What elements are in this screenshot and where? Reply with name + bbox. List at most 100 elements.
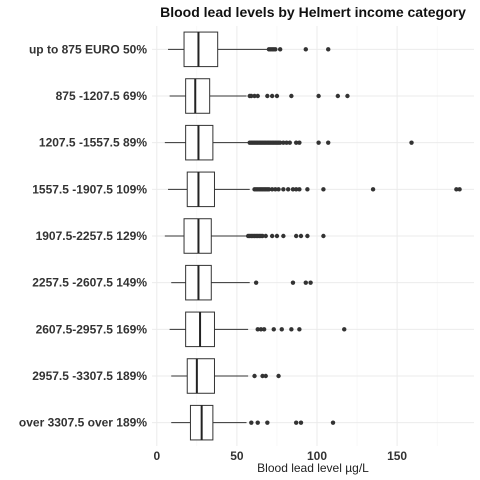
outlier-point <box>277 140 283 145</box>
outlier-point <box>252 93 257 99</box>
box-iqr <box>185 78 211 114</box>
outlier-point <box>274 93 280 99</box>
category-label: over 3307.5 over 189% <box>19 416 147 430</box>
outlier-point <box>271 327 276 332</box>
outlier-point <box>342 327 347 332</box>
outlier-point <box>265 420 270 425</box>
outlier-point <box>269 93 275 99</box>
outlier-point <box>263 233 268 239</box>
outlier-point <box>273 187 278 192</box>
outlier-point <box>249 420 254 425</box>
outlier-point <box>260 233 265 239</box>
outlier-point <box>290 280 296 285</box>
category-label: 1557.5 -1907.5 109% <box>32 182 147 196</box>
outlier-point <box>260 373 265 379</box>
outlier-point <box>293 140 299 145</box>
outlier-point <box>255 420 260 425</box>
outlier-point <box>370 187 376 192</box>
outlier-point <box>266 187 272 192</box>
outlier-point <box>274 233 280 239</box>
outlier-point <box>298 420 304 425</box>
box-group <box>169 311 347 348</box>
category-label: 1207.5 -1557.5 89% <box>39 136 147 150</box>
box-group <box>169 78 350 114</box>
outlier-point <box>457 187 462 192</box>
box-layer <box>164 31 462 441</box>
x-tick-label: 50 <box>230 449 244 463</box>
outlier-point <box>297 187 302 192</box>
outlier-point <box>321 187 326 192</box>
chart-title: Blood lead levels by Helmert income cate… <box>160 4 466 20</box>
outlier-point <box>279 327 284 332</box>
category-label: 2957.5 -3307.5 189% <box>32 369 147 383</box>
outlier-point <box>281 140 286 145</box>
box-group <box>171 404 336 441</box>
outlier-point <box>330 420 336 425</box>
outlier-point <box>345 93 350 99</box>
x-tick-label: 0 <box>153 449 160 463</box>
outlier-point <box>277 47 283 52</box>
outlier-point <box>308 280 313 285</box>
outlier-point <box>305 233 310 239</box>
outlier-point <box>316 93 321 99</box>
outlier-point <box>255 93 260 99</box>
outlier-point <box>293 187 299 192</box>
box-group <box>164 218 326 254</box>
outlier-point <box>303 47 308 52</box>
outlier-point <box>326 47 331 52</box>
outlier-point <box>258 327 264 332</box>
outlier-point <box>269 187 275 192</box>
category-label: 1907.5-2257.5 129% <box>36 229 148 243</box>
outlier-point <box>276 373 281 379</box>
x-axis-title: Blood lead level µg/L <box>257 461 369 475</box>
box-group <box>168 31 331 68</box>
x-tick-label: 150 <box>387 449 407 463</box>
outlier-point <box>298 233 304 239</box>
outlier-point <box>284 140 289 145</box>
outlier-point <box>454 187 459 192</box>
category-label: 2607.5-2957.5 169% <box>36 322 148 336</box>
outlier-point <box>252 373 257 379</box>
outlier-point <box>290 187 296 192</box>
outlier-point <box>293 233 299 239</box>
outlier-point <box>316 140 321 145</box>
outlier-point <box>269 233 275 239</box>
box-group <box>164 124 414 161</box>
box-iqr <box>186 358 215 394</box>
outlier-point <box>293 420 299 425</box>
outlier-point <box>273 47 278 52</box>
outlier-point <box>305 187 310 192</box>
label-layer: 0 50 100 150 over 3307.5 over 189% 2957.5 -33… <box>19 42 408 463</box>
outlier-point <box>255 327 260 332</box>
outlier-point <box>321 233 326 239</box>
outlier-point <box>303 280 308 285</box>
box-group <box>171 264 313 301</box>
outlier-point <box>409 140 414 145</box>
outlier-point <box>263 373 268 379</box>
outlier-point <box>281 187 286 192</box>
box-iqr <box>183 31 219 68</box>
outlier-point <box>297 327 302 332</box>
outlier-point <box>289 327 294 332</box>
box-group <box>168 171 462 208</box>
box-group <box>171 358 281 394</box>
outlier-point <box>287 140 292 145</box>
x-tick-label: 100 <box>307 449 327 463</box>
outlier-point <box>253 280 259 285</box>
category-label: 2257.5 -2607.5 149% <box>32 276 147 290</box>
box-iqr <box>186 171 215 208</box>
outlier-point <box>297 140 302 145</box>
category-label: up to 875 EURO 50% <box>29 42 147 56</box>
outlier-point <box>281 233 286 239</box>
category-label: 875 -1207.5 69% <box>56 89 148 103</box>
outlier-point <box>249 93 254 99</box>
outlier-point <box>261 327 267 332</box>
outlier-point <box>285 187 291 192</box>
outlier-point <box>289 93 294 99</box>
outlier-point <box>326 140 331 145</box>
outlier-point <box>265 93 270 99</box>
outlier-point <box>335 93 341 99</box>
